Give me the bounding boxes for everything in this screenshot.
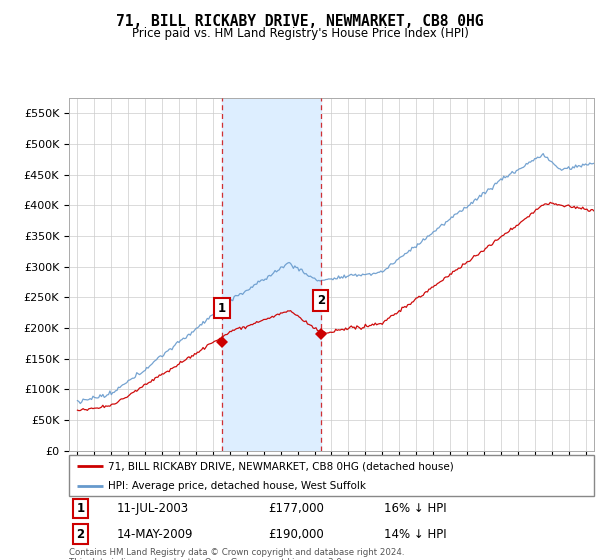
Text: 16% ↓ HPI: 16% ↓ HPI [384,502,446,515]
FancyBboxPatch shape [69,455,594,496]
Text: Contains HM Land Registry data © Crown copyright and database right 2024.
This d: Contains HM Land Registry data © Crown c… [69,548,404,560]
Text: Price paid vs. HM Land Registry's House Price Index (HPI): Price paid vs. HM Land Registry's House … [131,27,469,40]
Text: 71, BILL RICKABY DRIVE, NEWMARKET, CB8 0HG (detached house): 71, BILL RICKABY DRIVE, NEWMARKET, CB8 0… [109,461,454,471]
Text: 71, BILL RICKABY DRIVE, NEWMARKET, CB8 0HG: 71, BILL RICKABY DRIVE, NEWMARKET, CB8 0… [116,14,484,29]
Text: 14-MAY-2009: 14-MAY-2009 [116,528,193,541]
Text: 11-JUL-2003: 11-JUL-2003 [116,502,188,515]
Text: £190,000: £190,000 [269,528,324,541]
Text: 2: 2 [76,528,85,541]
Text: 14% ↓ HPI: 14% ↓ HPI [384,528,446,541]
Text: £177,000: £177,000 [269,502,325,515]
Text: 1: 1 [218,302,226,315]
Bar [222,98,321,451]
Text: 1: 1 [76,502,85,515]
Text: HPI: Average price, detached house, West Suffolk: HPI: Average price, detached house, West… [109,480,367,491]
Text: 2: 2 [317,294,325,307]
